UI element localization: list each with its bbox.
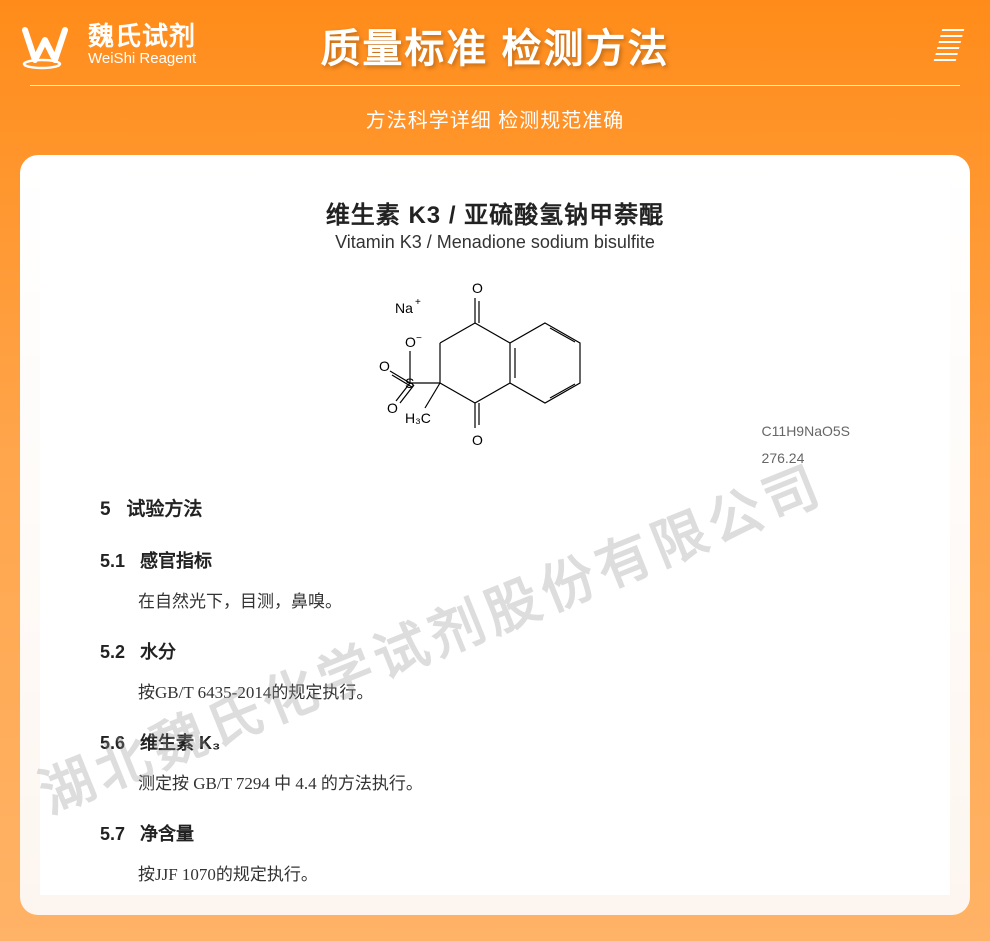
- section-5-head: 5 试验方法: [100, 494, 890, 521]
- page-title: 质量标准 检测方法: [320, 16, 669, 74]
- atom-ch3: H₃C: [405, 410, 431, 426]
- section-56-body: 测定按 GB/T 7294 中 4.4 的方法执行。: [100, 769, 890, 794]
- logo-en: WeiShi Reagent: [88, 51, 196, 68]
- atom-o-minus: O: [405, 334, 416, 350]
- molecular-weight: 276.24: [762, 445, 850, 472]
- sec5-num: 5: [100, 499, 111, 520]
- atom-o-top: O: [472, 280, 483, 296]
- atom-na: Na: [395, 300, 413, 316]
- atom-s: S: [405, 375, 414, 391]
- molecular-formula: C11H9NaO5S: [762, 418, 850, 445]
- sec57-num: 5.7: [100, 824, 125, 844]
- section-57-body: 按JJF 1070的规定执行。: [100, 860, 890, 885]
- sec52-title: 水分: [140, 642, 176, 662]
- section-52-head: 5.2 水分: [100, 638, 890, 664]
- menu-icon[interactable]: [934, 29, 965, 61]
- logo-cn: 魏氏试剂: [88, 22, 196, 51]
- document-body: 维生素 K3 / 亚硫酸氢钠甲萘醌 Vitamin K3 / Menadione…: [40, 175, 950, 895]
- section-51-body: 在自然光下，目测，鼻嗅。: [100, 587, 890, 612]
- logo-text: 魏氏试剂 WeiShi Reagent: [88, 22, 196, 67]
- sections: 5 试验方法 5.1 感官指标 在自然光下，目测，鼻嗅。 5.2 水分 按GB/…: [100, 494, 890, 885]
- sec56-title: 维生素 K₃: [140, 733, 220, 753]
- section-52-body: 按GB/T 6435-2014的规定执行。: [100, 678, 890, 703]
- logo: 魏氏试剂 WeiShi Reagent: [20, 20, 196, 70]
- atom-na-charge: +: [415, 297, 421, 308]
- sec51-num: 5.1: [100, 551, 125, 571]
- formula-info: C11H9NaO5S 276.24: [762, 418, 850, 471]
- section-57-head: 5.7 净含量: [100, 820, 890, 846]
- header: 魏氏试剂 WeiShi Reagent 质量标准 检测方法: [0, 0, 990, 85]
- structure-svg: O O O O O − S H₃C Na +: [365, 273, 625, 463]
- atom-o-left1: O: [379, 358, 390, 374]
- section-56-head: 5.6 维生素 K₃: [100, 729, 890, 755]
- compound-title-en: Vitamin K3 / Menadione sodium bisulfite: [100, 232, 890, 253]
- atom-o-bottom: O: [472, 432, 483, 448]
- chemical-structure: O O O O O − S H₃C Na + C11H9NaO5S 276.24: [100, 268, 890, 468]
- compound-title-cn: 维生素 K3 / 亚硫酸氢钠甲萘醌: [100, 195, 890, 230]
- atom-o-left2: O: [387, 400, 398, 416]
- content-card: 维生素 K3 / 亚硫酸氢钠甲萘醌 Vitamin K3 / Menadione…: [20, 155, 970, 915]
- sec52-num: 5.2: [100, 642, 125, 662]
- subtitle: 方法科学详细 检测规范准确: [0, 86, 990, 155]
- sec5-title: 试验方法: [126, 499, 202, 520]
- logo-icon: [20, 20, 80, 70]
- section-51-head: 5.1 感官指标: [100, 547, 890, 573]
- sec51-title: 感官指标: [140, 551, 212, 571]
- atom-o-minus-charge: −: [416, 333, 422, 344]
- sec56-num: 5.6: [100, 733, 125, 753]
- sec57-title: 净含量: [140, 824, 194, 844]
